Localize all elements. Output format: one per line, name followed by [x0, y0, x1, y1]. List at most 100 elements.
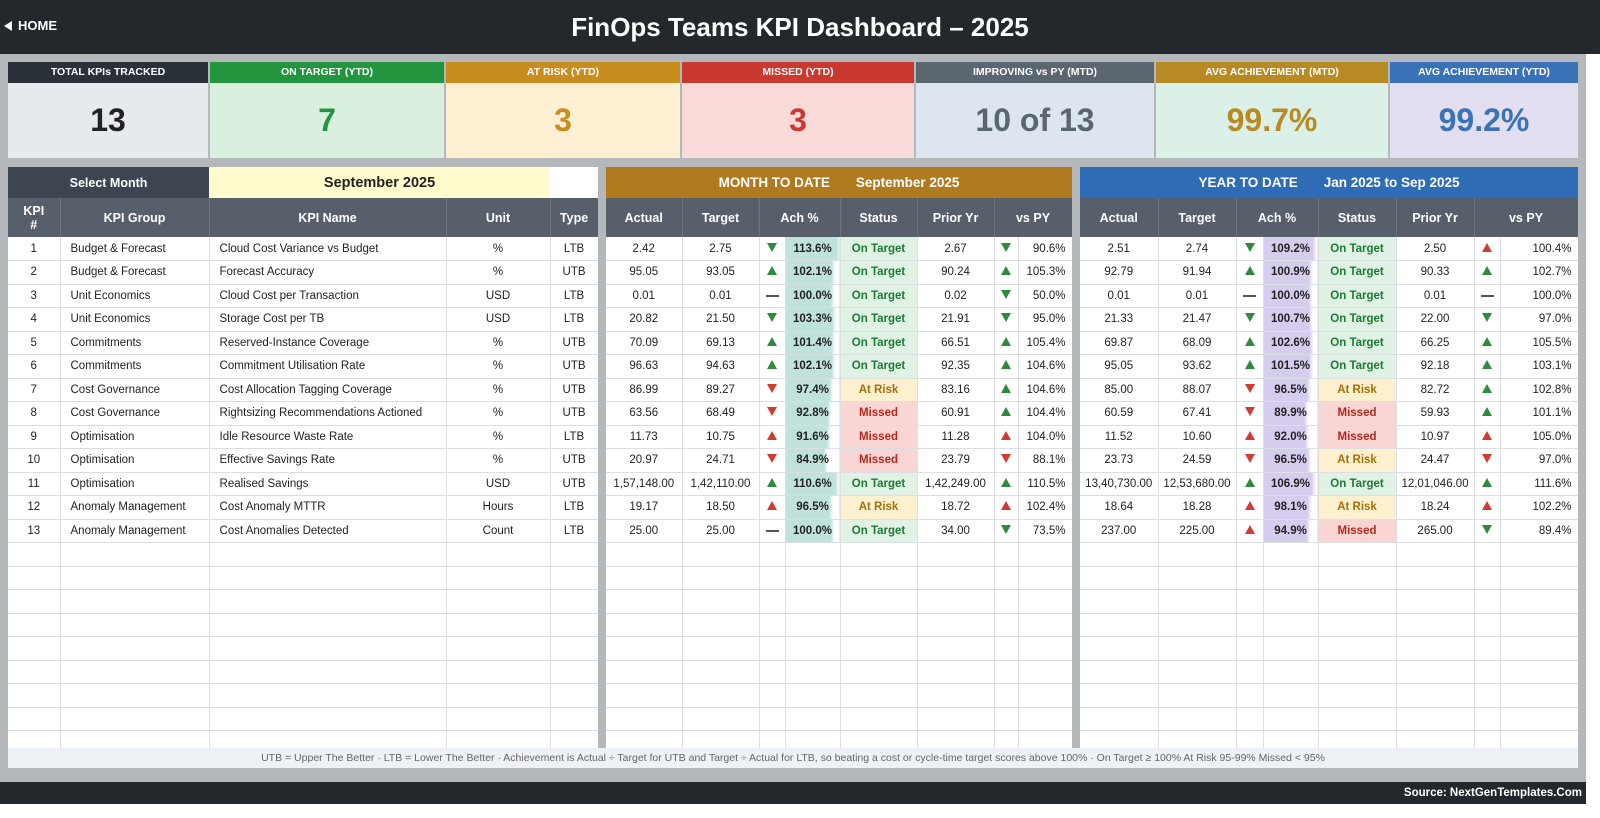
- ytd-status-badge: Missed: [1318, 519, 1397, 543]
- kpi-number: 6: [8, 354, 61, 379]
- mtd-ach-trend: [759, 237, 786, 261]
- ytd-ach-percent: [1263, 566, 1319, 590]
- mtd-vspy-trend: [994, 378, 1019, 402]
- kpi-unit: USD: [446, 284, 551, 308]
- ytd-prior-year: 59.93: [1396, 401, 1475, 426]
- ytd-row: 13,40,730.00 12,53,680.00 106.9% On Target 1…: [1080, 472, 1578, 496]
- triangle-up-icon: [1244, 360, 1255, 370]
- ytd-target: 24.59: [1158, 448, 1237, 473]
- kpi-name: [209, 636, 447, 661]
- ytd-vspy-trend: [1474, 519, 1501, 543]
- ytd-actual: 0.01: [1080, 284, 1159, 308]
- ytd-actual: 18.64: [1080, 495, 1159, 520]
- ytd-target: [1158, 683, 1237, 708]
- empty-row: [1080, 660, 1578, 684]
- ytd-vs-py: 102.7%: [1500, 260, 1578, 285]
- empty-row: [1080, 542, 1578, 567]
- empty-row: [8, 636, 598, 661]
- triangle-up-icon: [1482, 407, 1493, 417]
- ytd-row: 23.73 24.59 96.5% At Risk 24.47 97.0%: [1080, 448, 1578, 473]
- triangle-up-icon: [1001, 266, 1012, 276]
- ytd-vspy-trend: [1474, 566, 1501, 590]
- mtd-ach-percent: 91.6%: [785, 425, 841, 449]
- ytd-ach-percent: 109.2%: [1263, 237, 1319, 261]
- mtd-actual: [606, 730, 683, 753]
- mtd-target: 18.50: [682, 495, 760, 520]
- triangle-up-icon: [1244, 501, 1255, 511]
- mtd-vspy-trend: [994, 519, 1019, 543]
- mtd-ach-trend: [759, 354, 786, 379]
- mtd-vspy-trend: [994, 566, 1019, 590]
- mtd-prior-year: 1,42,249.00: [917, 472, 995, 496]
- ytd-ach-trend: [1236, 542, 1264, 567]
- month-to-date-panel: MONTH TO DATE September 2025 Actual Targe…: [606, 167, 1072, 753]
- kpi-group: Cost Governance: [60, 378, 210, 402]
- ytd-row: 69.87 68.09 102.6% On Target 66.25 105.5%: [1080, 331, 1578, 355]
- ytd-ach-trend: [1236, 378, 1264, 402]
- empty-row: [1080, 566, 1578, 590]
- legend-note: UTB = Upper The Better · LTB = Lower The…: [8, 748, 1578, 768]
- ytd-actual: 237.00: [1080, 519, 1159, 543]
- ytd-vspy-trend: [1474, 260, 1501, 285]
- kpi-number: [8, 683, 61, 708]
- ytd-status-badge: Missed: [1318, 401, 1397, 426]
- mtd-vs-py: [1018, 707, 1072, 731]
- ytd-target: 68.09: [1158, 331, 1237, 355]
- home-button[interactable]: HOME: [4, 18, 57, 33]
- mtd-prior-year: [917, 589, 995, 614]
- mtd-ach-trend: [759, 284, 786, 308]
- ytd-ach-trend: [1236, 331, 1264, 355]
- mtd-row: 11.73 10.75 91.6% Missed 11.28 104.0%: [606, 425, 1072, 449]
- kpi-number: [8, 707, 61, 731]
- kpi-number: 8: [8, 401, 61, 426]
- mtd-target: [682, 542, 760, 567]
- mtd-status-badge: On Target: [840, 354, 918, 379]
- ytd-row: 18.64 18.28 98.1% At Risk 18.24 102.2%: [1080, 495, 1578, 520]
- kpi-card-label: MISSED (YTD): [682, 62, 914, 83]
- kpi-unit: [446, 589, 551, 614]
- ytd-target: [1158, 730, 1237, 753]
- kpi-unit: %: [446, 425, 551, 449]
- ytd-header-target: Target: [1158, 198, 1237, 237]
- mtd-status-badge: On Target: [840, 284, 918, 308]
- mtd-status-badge: Missed: [840, 425, 918, 449]
- mtd-status-badge: Missed: [840, 448, 918, 473]
- mtd-actual: 0.01: [606, 284, 683, 308]
- ytd-status-badge: [1318, 660, 1397, 684]
- mtd-ach-trend: [759, 613, 786, 637]
- kpi-type: [550, 636, 598, 661]
- empty-row: [1080, 589, 1578, 614]
- ytd-vs-py: [1500, 683, 1578, 708]
- kpi-card-value: 99.7%: [1156, 83, 1388, 158]
- ytd-status-badge: [1318, 613, 1397, 637]
- mtd-ach-trend: [759, 730, 786, 753]
- ytd-status-badge: At Risk: [1318, 448, 1397, 473]
- mtd-target: [682, 566, 760, 590]
- back-arrow-icon: [4, 20, 12, 31]
- kpi-card: AT RISK (YTD) 3: [446, 62, 680, 158]
- ytd-target: [1158, 589, 1237, 614]
- ytd-status-badge: On Target: [1318, 472, 1397, 496]
- ytd-vspy-trend: [1474, 354, 1501, 379]
- ytd-status-badge: On Target: [1318, 284, 1397, 308]
- mtd-vspy-trend: [994, 284, 1019, 308]
- mtd-vs-py: 110.5%: [1018, 472, 1072, 496]
- ytd-vspy-trend: [1474, 542, 1501, 567]
- kpi-number: [8, 730, 61, 753]
- kpi-name: Cost Anomalies Detected: [209, 519, 447, 543]
- ytd-ach-percent: [1263, 707, 1319, 731]
- table-row: 1 Budget & Forecast Cloud Cost Variance vs…: [8, 237, 598, 261]
- ytd-ach-trend: [1236, 354, 1264, 379]
- mtd-vs-py: [1018, 683, 1072, 708]
- kpi-group: Anomaly Management: [60, 519, 210, 543]
- mtd-target: [682, 636, 760, 661]
- ytd-prior-year: [1396, 542, 1475, 567]
- mtd-row: 70.09 69.13 101.4% On Target 66.51 105.4%: [606, 331, 1072, 355]
- empty-row: [8, 683, 598, 708]
- month-selector[interactable]: September 2025: [209, 167, 551, 198]
- footer-bar: Source: NextGenTemplates.Com: [0, 782, 1586, 804]
- ytd-row: 92.79 91.94 100.9% On Target 90.33 102.7%: [1080, 260, 1578, 285]
- mtd-ach-trend: [759, 589, 786, 614]
- triangle-up-icon: [767, 336, 777, 346]
- ytd-status-badge: Missed: [1318, 425, 1397, 449]
